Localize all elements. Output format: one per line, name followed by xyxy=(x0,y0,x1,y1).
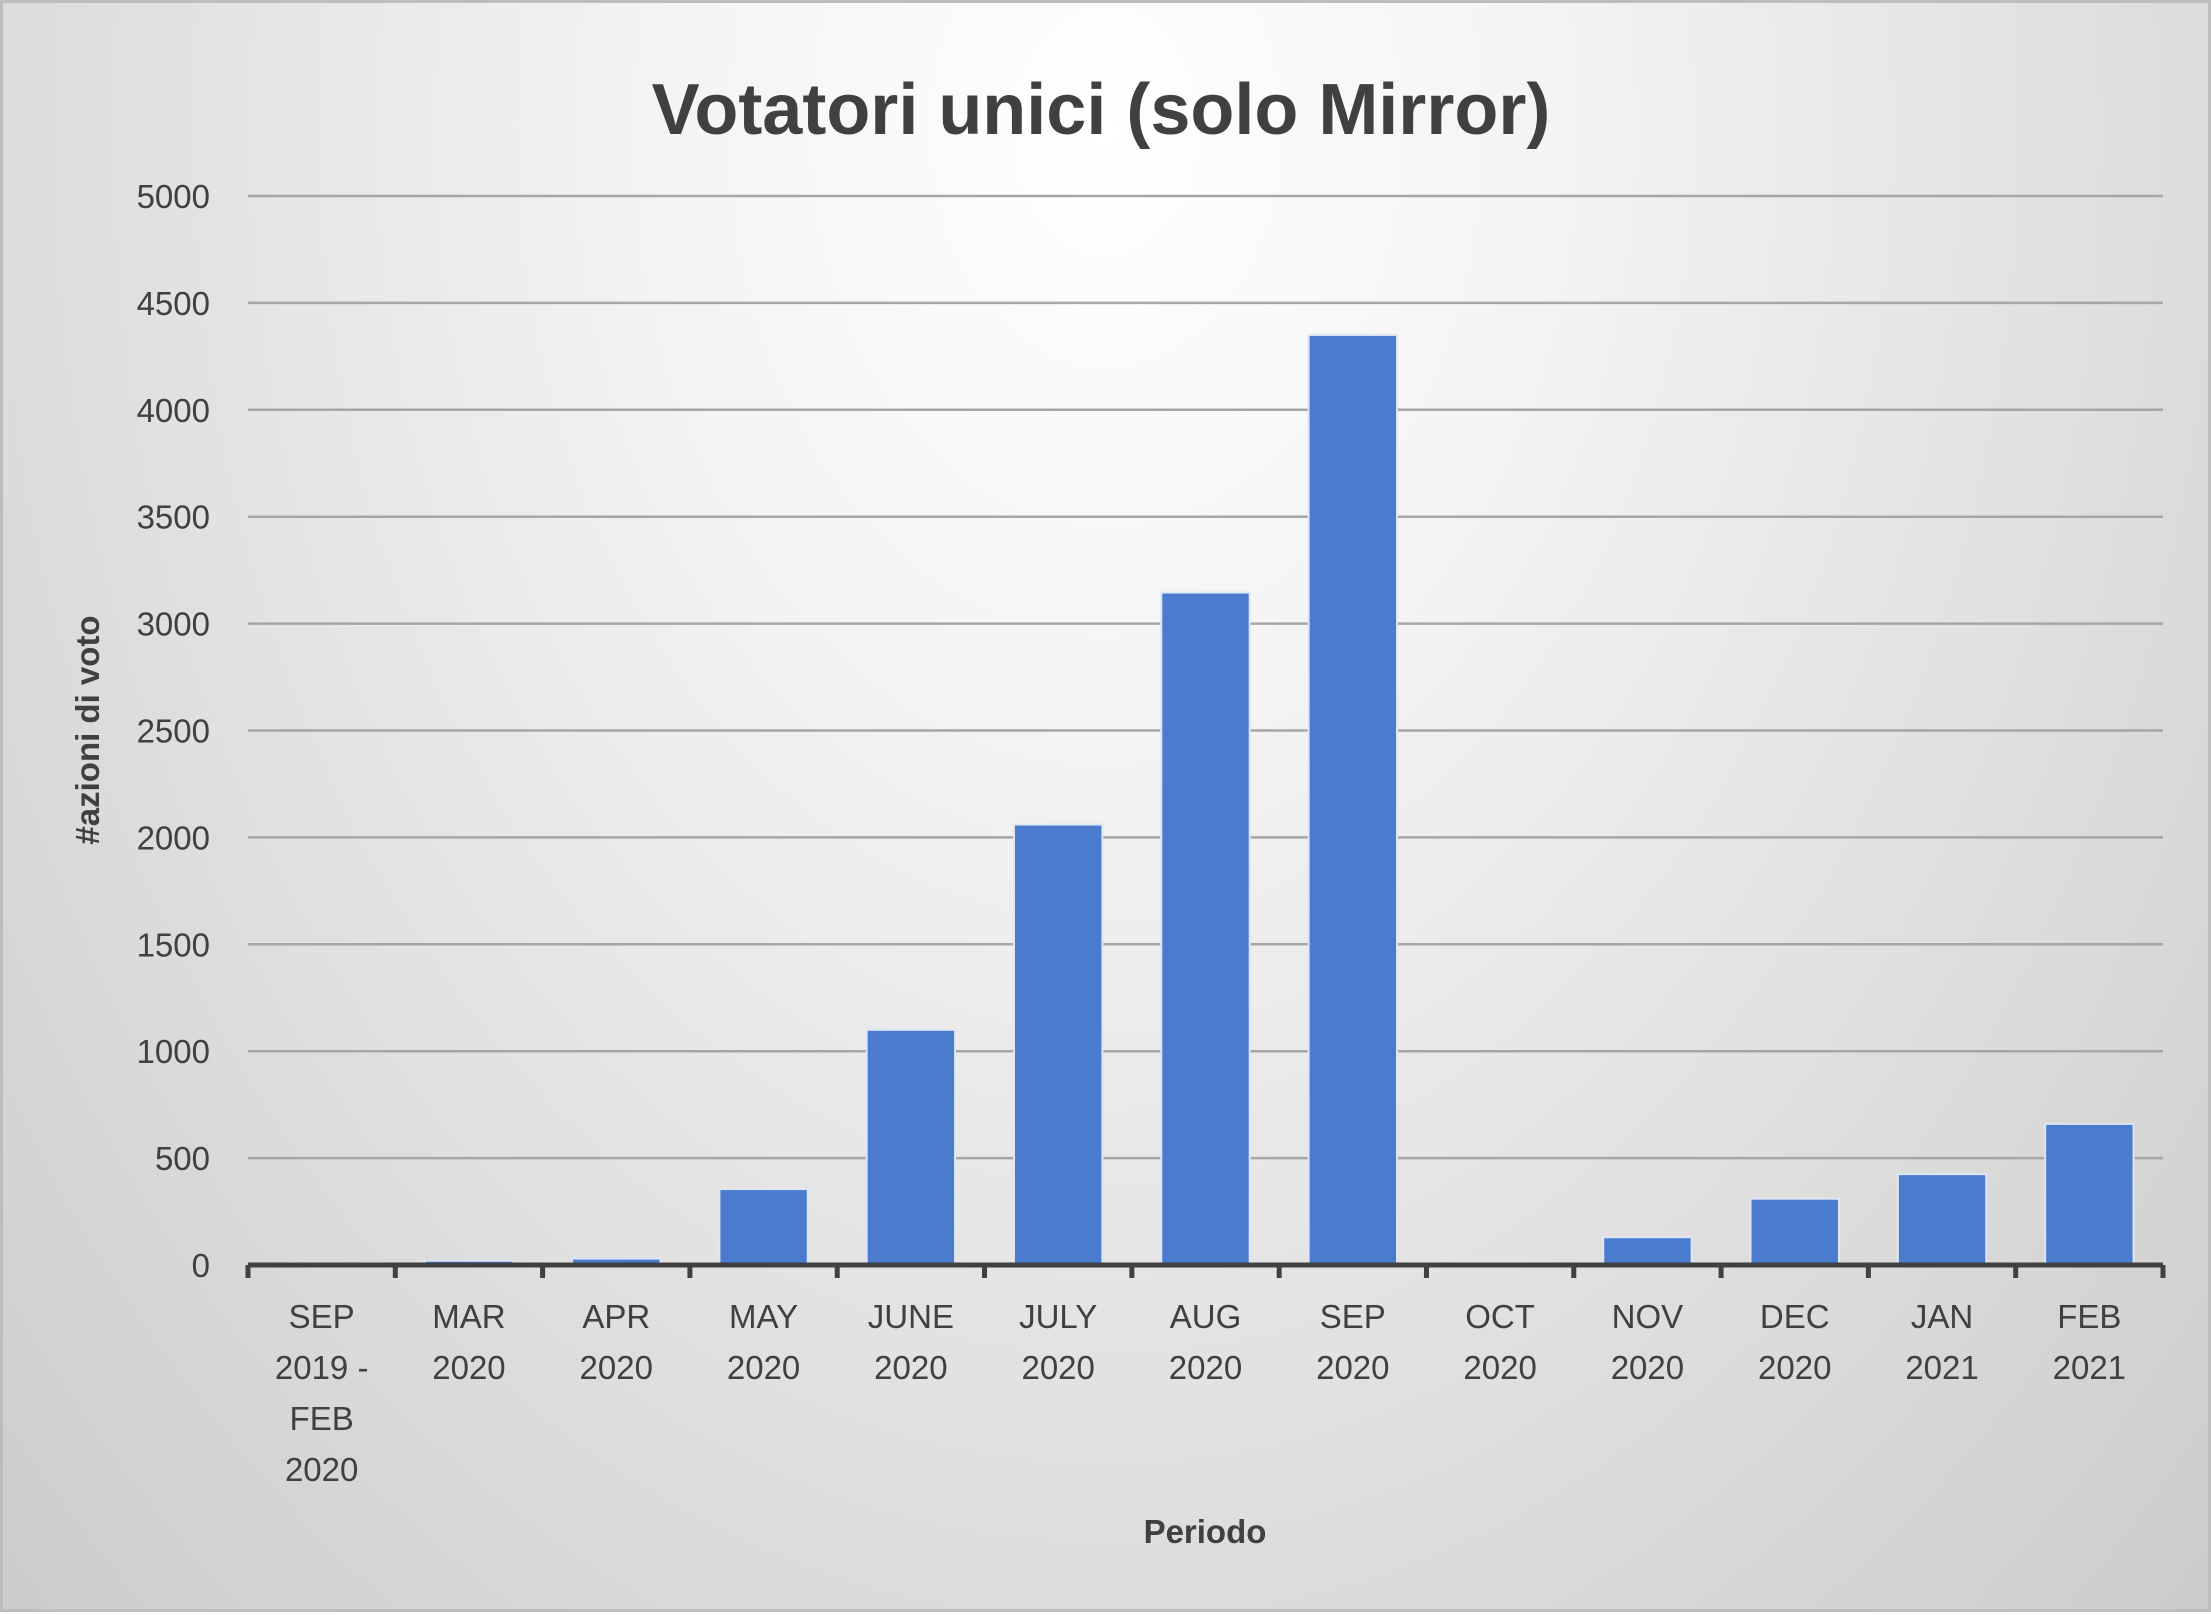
x-tick-label-line: NOV xyxy=(1612,1298,1684,1335)
x-tick-label-line: FEB xyxy=(290,1400,354,1437)
x-tick-label-line: 2020 xyxy=(1611,1349,1684,1386)
x-tick-label-line: 2021 xyxy=(2053,1349,2126,1386)
bar xyxy=(1602,1236,1693,1267)
y-tick-label: 5000 xyxy=(137,178,210,215)
y-tick-label: 4500 xyxy=(137,285,210,322)
x-tick-label-line: SEP xyxy=(289,1298,355,1335)
bar xyxy=(2044,1122,2135,1266)
x-tick-label: JAN 2021 xyxy=(1905,1298,1978,1386)
x-tick-label-line: SEP xyxy=(1320,1298,1386,1335)
bars xyxy=(423,333,2135,1267)
x-tick-label-line: 2020 xyxy=(1758,1349,1831,1386)
x-tick-label-line: 2020 xyxy=(727,1349,800,1386)
y-tick-label: 2000 xyxy=(137,819,210,856)
x-tick-label: FEB 2021 xyxy=(2053,1298,2126,1386)
x-tick-label-line: 2020 xyxy=(285,1451,358,1488)
x-tick-label: MAR 2020 xyxy=(432,1298,505,1386)
x-tick-label-line: JAN xyxy=(1911,1298,1973,1335)
x-tick-label-line: 2020 xyxy=(1316,1349,1389,1386)
x-tick-label-line: DEC xyxy=(1760,1298,1830,1335)
y-tick-label: 3000 xyxy=(137,606,210,643)
y-tick-label: 1000 xyxy=(137,1033,210,1070)
bar xyxy=(718,1188,809,1266)
y-tick-labels: 0 500 1000 1500 2000 2500 3000 3500 4000 4500 5000 xyxy=(137,178,210,1284)
x-tick-label-line: OCT xyxy=(1465,1298,1535,1335)
bar xyxy=(1160,591,1251,1266)
x-tick-label-line: MAY xyxy=(729,1298,798,1335)
x-tick-label-line: APR xyxy=(582,1298,650,1335)
x-tick-label: APR 2020 xyxy=(580,1298,653,1386)
x-tick-label-line: AUG xyxy=(1170,1298,1242,1335)
x-tick-label-line: 2020 xyxy=(1463,1349,1536,1386)
x-axis-title: Periodo xyxy=(1144,1513,1267,1550)
x-tick-label-line: 2020 xyxy=(432,1349,505,1386)
bar xyxy=(1307,333,1398,1267)
x-axis xyxy=(245,1262,2166,1278)
x-tick-label-line: 2020 xyxy=(580,1349,653,1386)
x-tick-label: OCT 2020 xyxy=(1463,1298,1536,1386)
x-tick-label-line: 2020 xyxy=(874,1349,947,1386)
chart-title: Votatori unici (solo Mirror) xyxy=(652,70,1551,150)
x-tick-label-line: 2021 xyxy=(1905,1349,1978,1386)
x-tick-label-line: 2020 xyxy=(1169,1349,1242,1386)
x-tick-label: AUG 2020 xyxy=(1169,1298,1242,1386)
x-tick-label-line: JULY xyxy=(1019,1298,1097,1335)
x-tick-label-line: JUNE xyxy=(868,1298,954,1335)
x-tick-label-line: 2019 - xyxy=(275,1349,369,1386)
x-tick-label: SEP 2019 - FEB 2020 xyxy=(275,1298,369,1488)
x-tick-label-line: FEB xyxy=(2057,1298,2121,1335)
bar xyxy=(865,1028,957,1266)
y-axis-title: #azioni di voto xyxy=(69,615,106,844)
x-tick-label-line: MAR xyxy=(432,1298,505,1335)
y-tick-label: 3500 xyxy=(137,499,210,536)
x-tick-label: SEP 2020 xyxy=(1316,1298,1389,1386)
x-tick-label: MAY 2020 xyxy=(727,1298,800,1386)
chart-svg: Votatori unici (solo Mirror) 0 500 1000 150… xyxy=(69,70,2166,1550)
y-tick-label: 1500 xyxy=(137,926,210,963)
x-tick-label: JUNE 2020 xyxy=(868,1298,954,1386)
bar xyxy=(1013,823,1104,1267)
x-tick-label-line: 2020 xyxy=(1021,1349,1094,1386)
y-tick-label: 2500 xyxy=(137,713,210,750)
y-tick-label: 500 xyxy=(155,1140,210,1177)
bar xyxy=(1749,1197,1840,1267)
x-tick-label: JULY 2020 xyxy=(1019,1298,1097,1386)
x-tick-label: NOV 2020 xyxy=(1611,1298,1684,1386)
x-tick-label: DEC 2020 xyxy=(1758,1298,1831,1386)
bar xyxy=(1896,1173,1988,1267)
y-tick-label: 0 xyxy=(192,1247,210,1284)
y-tick-label: 4000 xyxy=(137,392,210,429)
